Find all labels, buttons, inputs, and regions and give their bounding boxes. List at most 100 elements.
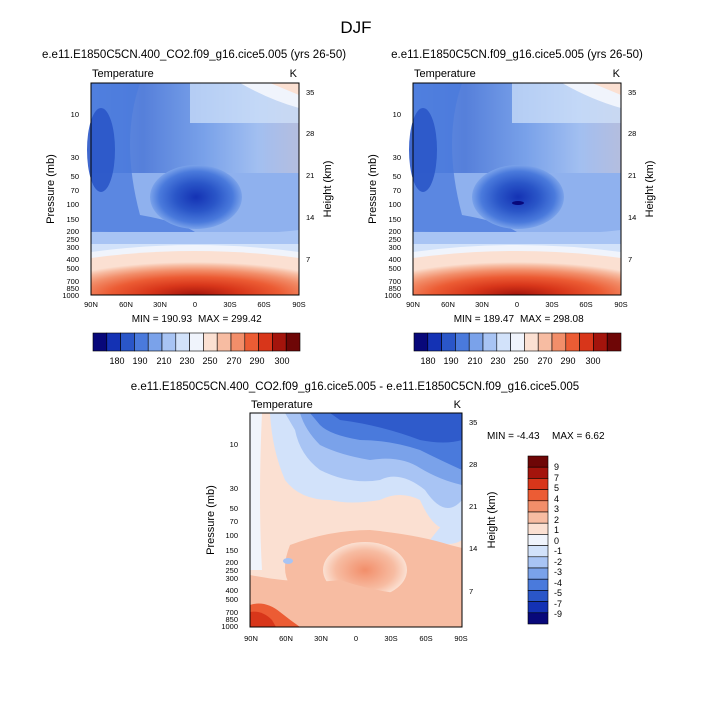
colorbar-swatch bbox=[441, 332, 456, 352]
panel-2-ytick: 100 bbox=[388, 200, 401, 209]
panel-3-colorbar bbox=[527, 455, 549, 625]
panel-2-xtick: 60N bbox=[441, 300, 455, 309]
panel-1-colorbar-label: 290 bbox=[249, 356, 264, 366]
panel-1-ytick: 70 bbox=[71, 186, 79, 195]
panel-2-ylabel: Pressure (mb) bbox=[367, 154, 379, 224]
panel-2-xtick: 30S bbox=[545, 300, 558, 309]
panel-1-y2tick: 7 bbox=[306, 255, 310, 264]
panel-1-y2-axis: 35 28 21 14 7 bbox=[306, 88, 314, 264]
panel-1-ytick: 10 bbox=[71, 110, 79, 119]
panel-3-ytick: 10 bbox=[230, 440, 238, 449]
panel-1-y2tick: 14 bbox=[306, 213, 314, 222]
panel-1-colorbar-label: 300 bbox=[274, 356, 289, 366]
panel-1-y-axis: 10 30 50 70 100 150 200 250 300 400 500 … bbox=[62, 110, 79, 300]
panel-2-y2tick: 35 bbox=[628, 88, 636, 97]
panel-2-ytick: 700 bbox=[388, 277, 401, 286]
panel-3-colorbar-label: -9 bbox=[554, 609, 562, 619]
panel-2-ytick: 200 bbox=[388, 227, 401, 236]
panel-2-xtick: 90N bbox=[406, 300, 420, 309]
panel-3-ytick: 100 bbox=[225, 531, 238, 540]
colorbar-swatch bbox=[527, 478, 549, 490]
colorbar-swatch bbox=[120, 332, 135, 352]
panel-3: e.e11.E1850C5CN.400_CO2.f09_g16.cice5.00… bbox=[131, 381, 605, 643]
panel-3-y2tick: 28 bbox=[469, 460, 477, 469]
panel-1-xtick: 0 bbox=[193, 300, 197, 309]
panel-1-colorbar-label: 180 bbox=[109, 356, 124, 366]
panel-1-xtick: 30N bbox=[153, 300, 167, 309]
panel-3-colorbar-label: 1 bbox=[554, 525, 559, 535]
panel-1-ytick: 300 bbox=[66, 243, 79, 252]
colorbar-swatch bbox=[527, 601, 549, 614]
colorbar-swatch bbox=[551, 332, 567, 352]
colorbar-swatch bbox=[468, 332, 484, 352]
panel-3-colorbar-label: -2 bbox=[554, 557, 562, 567]
panel-1-ytick: 700 bbox=[66, 277, 79, 286]
panel-3-colorbar-label: 7 bbox=[554, 473, 559, 483]
colorbar-swatch bbox=[527, 489, 549, 502]
panel-3-plot-area bbox=[250, 413, 462, 627]
panel-1-subtitle-right: K bbox=[290, 68, 298, 80]
panel-2-plot-area bbox=[409, 83, 621, 295]
colorbar-swatch bbox=[106, 332, 121, 352]
panel-3-colorbar-label: 9 bbox=[554, 462, 559, 472]
panel-3-ytick: 500 bbox=[225, 595, 238, 604]
panel-3-subtitle-right: K bbox=[454, 399, 462, 411]
colorbar-swatch bbox=[527, 500, 549, 513]
colorbar-swatch bbox=[527, 567, 549, 580]
colorbar-swatch bbox=[606, 332, 622, 352]
panel-2-colorbar bbox=[413, 332, 622, 352]
colorbar-swatch bbox=[527, 466, 549, 479]
panel-2-ytick: 300 bbox=[388, 243, 401, 252]
panel-1-ytick: 250 bbox=[66, 235, 79, 244]
panel-1: e.e11.E1850C5CN.400_CO2.f09_g16.cice5.00… bbox=[42, 49, 346, 366]
panel-2-ytick: 250 bbox=[388, 235, 401, 244]
colorbar-swatch bbox=[413, 332, 429, 352]
colorbar-swatch bbox=[510, 332, 525, 352]
panel-3-xtick: 60S bbox=[419, 634, 432, 643]
colorbar-swatch bbox=[161, 332, 177, 352]
panel-2-x-axis: 90N 60N 30N 0 30S 60S 90S bbox=[406, 300, 628, 309]
panel-2-colorbar-label: 270 bbox=[537, 356, 552, 366]
panel-3-ytick: 700 bbox=[225, 608, 238, 617]
colorbar-swatch bbox=[285, 332, 301, 352]
panel-3-colorbar-label: -5 bbox=[554, 588, 562, 598]
panel-1-xtick: 90S bbox=[292, 300, 305, 309]
panel-3-min-label: MIN = -4.43 bbox=[487, 431, 540, 442]
panel-2-xtick: 90S bbox=[614, 300, 627, 309]
panel-2-ytick: 30 bbox=[393, 153, 401, 162]
panel-3-xtick: 60N bbox=[279, 634, 293, 643]
panel-3-ytick: 250 bbox=[225, 566, 238, 575]
panel-3-ylabel: Pressure (mb) bbox=[205, 485, 217, 555]
panel-1-subtitle-left: Temperature bbox=[92, 68, 154, 80]
panel-2-min-label: MIN = 189.47 bbox=[454, 314, 515, 325]
panel-1-xtick: 30S bbox=[223, 300, 236, 309]
panel-2-ylabel-right: Height (km) bbox=[644, 161, 656, 218]
colorbar-swatch bbox=[527, 545, 549, 558]
panel-1-xtick: 90N bbox=[84, 300, 98, 309]
panel-1-colorbar-label: 210 bbox=[156, 356, 171, 366]
panel-1-ytick: 150 bbox=[66, 215, 79, 224]
panel-3-ytick: 200 bbox=[225, 558, 238, 567]
panel-3-ytick: 30 bbox=[230, 484, 238, 493]
panel-1-ytick: 1000 bbox=[62, 291, 79, 300]
panel-3-xtick: 90N bbox=[244, 634, 258, 643]
panel-2-xtick: 30N bbox=[475, 300, 489, 309]
panel-1-ytick: 500 bbox=[66, 264, 79, 273]
panel-1-frame bbox=[90, 82, 300, 296]
panel-1-ytick: 30 bbox=[71, 153, 79, 162]
colorbar-swatch bbox=[527, 556, 549, 569]
panel-3-colorbar-label: 4 bbox=[554, 494, 559, 504]
panel-1-y2tick: 21 bbox=[306, 171, 314, 180]
panel-1-ytick: 50 bbox=[71, 172, 79, 181]
panel-1-x-axis: 90N 60N 30N 0 30S 60S 90S bbox=[84, 300, 306, 309]
panel-2-ytick: 10 bbox=[393, 110, 401, 119]
colorbar-swatch bbox=[147, 332, 163, 352]
panel-1-y2tick: 28 bbox=[306, 129, 314, 138]
panel-3-subtitle-left: Temperature bbox=[251, 399, 313, 411]
panel-3-ytick: 300 bbox=[225, 574, 238, 583]
panel-2-ytick: 400 bbox=[388, 255, 401, 264]
panel-2-colorbar-label: 190 bbox=[443, 356, 458, 366]
panel-1-colorbar-label: 250 bbox=[202, 356, 217, 366]
panel-2-colorbar-label: 210 bbox=[467, 356, 482, 366]
panel-2-ytick: 50 bbox=[393, 172, 401, 181]
